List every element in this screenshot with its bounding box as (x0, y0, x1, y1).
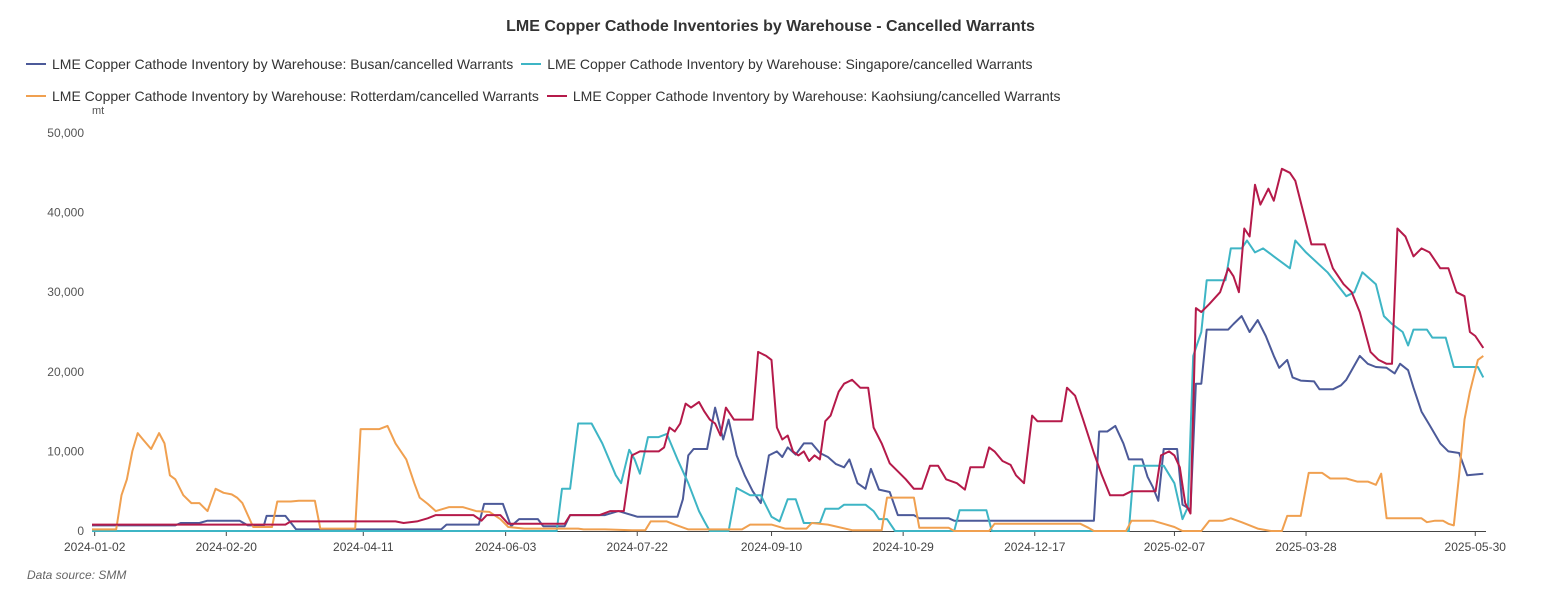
legend-swatch-rotterdam (26, 95, 46, 97)
legend-swatch-busan (26, 63, 46, 65)
legend-label-busan: LME Copper Cathode Inventory by Warehous… (52, 56, 514, 72)
legend-label-singapore: LME Copper Cathode Inventory by Warehous… (547, 56, 1033, 72)
y-tick-label: 20,000 (47, 365, 84, 379)
legend-row-1: LME Copper Cathode Inventory by Warehous… (26, 48, 1226, 80)
y-axis-unit: mt (92, 105, 105, 117)
y-tick-label: 30,000 (47, 285, 84, 299)
x-tick-label: 2025-02-07 (1144, 540, 1206, 554)
data-source-note: Data source: SMM (27, 568, 127, 582)
chart-legend: LME Copper Cathode Inventory by Warehous… (26, 48, 1226, 112)
x-tick-label: 2024-09-10 (741, 540, 803, 554)
legend-item-busan[interactable]: LME Copper Cathode Inventory by Warehous… (26, 56, 513, 72)
y-tick-label: 50,000 (47, 126, 84, 140)
legend-item-rotterdam[interactable]: LME Copper Cathode Inventory by Warehous… (26, 88, 539, 104)
chart-title: LME Copper Cathode Inventories by Wareho… (506, 18, 1035, 35)
x-tick-label: 2024-04-11 (333, 540, 394, 554)
y-tick-label: 0 (77, 524, 84, 538)
series-line-singapore (92, 239, 1485, 532)
series-line-rotterdam (92, 355, 1484, 532)
series-line-kaohsiung (92, 167, 1485, 526)
legend-label-kaohsiung: LME Copper Cathode Inventory by Warehous… (572, 88, 1061, 104)
x-tick-label: 2024-01-02 (64, 540, 126, 554)
legend-swatch-kaohsiung (546, 95, 567, 97)
legend-row-2: LME Copper Cathode Inventory by Warehous… (26, 80, 1226, 112)
y-tick-label: 40,000 (47, 206, 84, 220)
legend-item-kaohsiung[interactable]: LME Copper Cathode Inventory by Warehous… (546, 88, 1061, 104)
x-tick-label: 2024-10-29 (872, 540, 934, 554)
y-tick-label: 10,000 (47, 444, 84, 458)
legend-label-rotterdam: LME Copper Cathode Inventory by Warehous… (52, 88, 539, 104)
x-tick-label: 2024-12-17 (1004, 540, 1066, 554)
legend-item-singapore[interactable]: LME Copper Cathode Inventory by Warehous… (521, 56, 1033, 72)
x-tick-label: 2025-03-28 (1275, 540, 1337, 554)
x-tick-label: 2024-02-20 (196, 540, 258, 554)
x-tick-label: 2025-05-30 (1445, 540, 1507, 554)
x-tick-label: 2024-07-22 (607, 540, 669, 554)
x-tick-label: 2024-06-03 (475, 540, 537, 554)
legend-swatch-singapore (521, 63, 542, 65)
series-line-busan (92, 315, 1484, 531)
